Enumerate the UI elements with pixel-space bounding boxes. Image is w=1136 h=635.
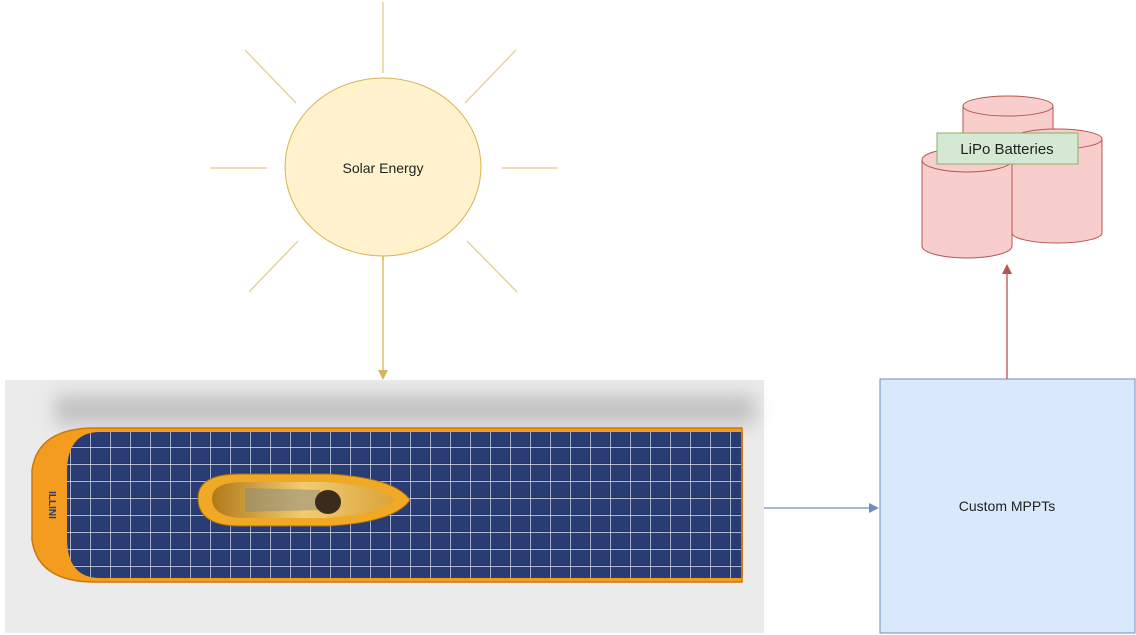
batteries-label: LiPo Batteries [960, 141, 1053, 158]
sun-rays [210, 2, 557, 293]
battery-cylinders-icon [921, 95, 1103, 259]
arrow-mppt-to-batteries [1002, 264, 1012, 379]
car-logo-text: ILLINI [46, 491, 57, 519]
batteries-node[interactable]: LiPo Batteries [921, 95, 1103, 259]
arrow-sun-to-car [378, 256, 388, 380]
solar-car-icon: ILLINI [31, 427, 743, 583]
solar-car-image: ILLINI [5, 380, 764, 633]
batteries-label-box [936, 132, 1079, 165]
mppt-box [879, 378, 1136, 634]
arrow-car-to-mppt [764, 503, 879, 513]
sun-label: Solar Energy [343, 160, 424, 176]
sun-node[interactable]: Solar Energy [210, 2, 557, 293]
mppt-label: Custom MPPTs [959, 498, 1055, 514]
mppt-node[interactable]: Custom MPPTs [879, 378, 1136, 634]
